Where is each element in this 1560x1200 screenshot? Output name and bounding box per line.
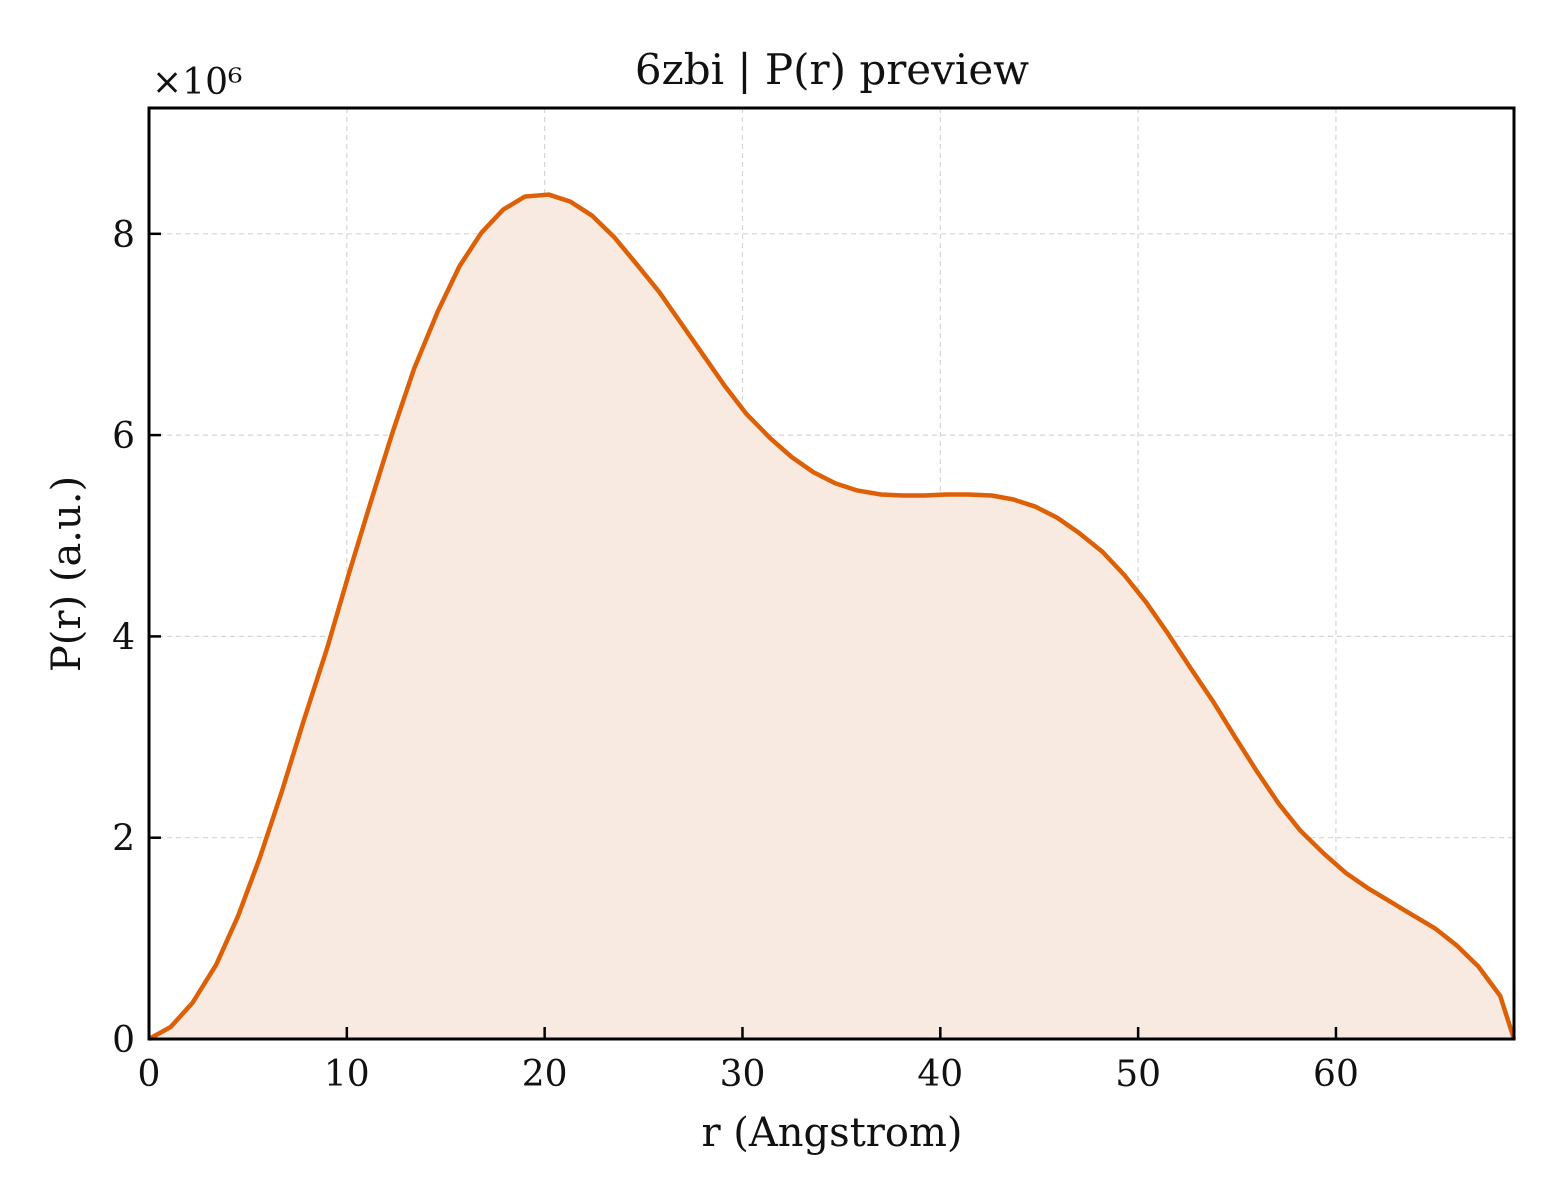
y-tick-label: 6 [112, 416, 135, 457]
y-multiplier-label: ×10⁶ [152, 62, 242, 103]
plot-frame [147, 106, 1516, 1041]
x-tick-label: 10 [324, 1054, 370, 1095]
axis-ticks: 0 10 20 30 40 50 60 0 2 4 6 8 [112, 215, 1359, 1095]
y-tick-label: 8 [112, 215, 135, 256]
x-tick-label: 0 [138, 1054, 161, 1095]
y-tick-label: 2 [112, 819, 135, 860]
chart-title: 6zbi | P(r) preview [635, 45, 1029, 94]
series-line [147, 192, 1517, 1041]
x-axis-label: r (Angstrom) [701, 1110, 962, 1156]
y-tick-label: 4 [112, 617, 135, 658]
y-axis-label: P(r) (a.u.) [44, 476, 90, 672]
x-tick-label: 40 [917, 1054, 963, 1095]
x-tick-label: 50 [1115, 1054, 1161, 1095]
x-tick-label: 60 [1313, 1054, 1359, 1095]
x-tick-label: 30 [720, 1054, 766, 1095]
y-tick-label: 0 [112, 1020, 135, 1061]
x-tick-label: 20 [522, 1054, 568, 1095]
area-fill [149, 194, 1514, 1039]
